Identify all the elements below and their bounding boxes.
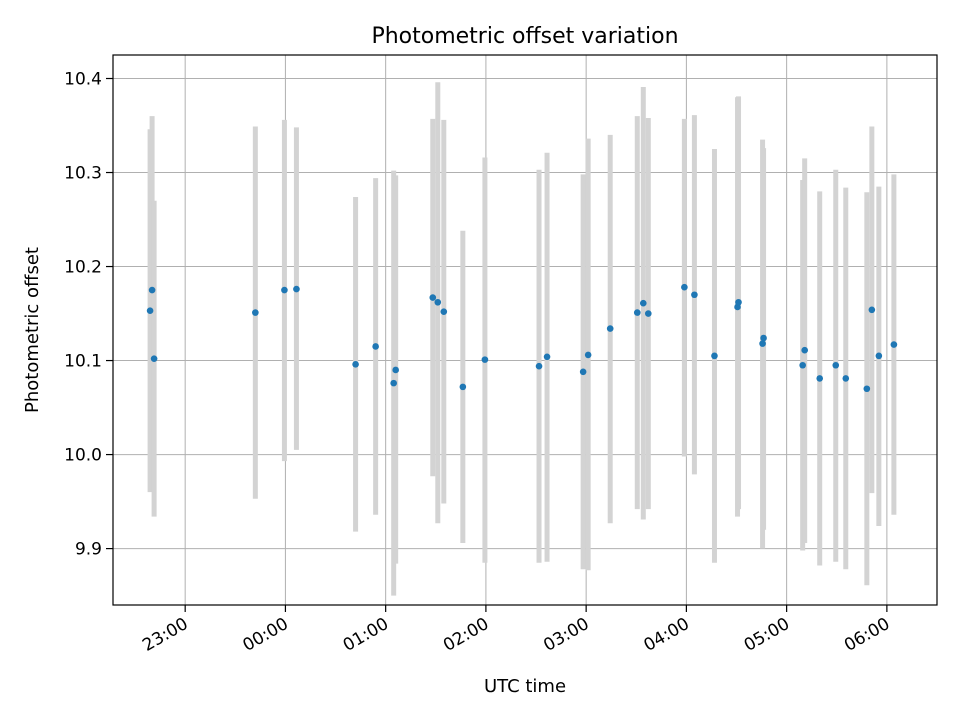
- data-point: [842, 375, 850, 382]
- data-point: [429, 294, 437, 301]
- data-point: [434, 298, 442, 306]
- data-point: [390, 379, 397, 387]
- data-point: [579, 368, 587, 376]
- plot-frame: [112, 54, 938, 606]
- data-point: [606, 325, 614, 332]
- data-point: [543, 353, 551, 361]
- data-point: [760, 334, 767, 342]
- data-point: [481, 356, 489, 363]
- data-point: [832, 361, 840, 369]
- data-point: [735, 298, 742, 306]
- x-axis-label: UTC time: [484, 676, 566, 697]
- data-point: [535, 362, 543, 370]
- y-tick-label: 10.0: [64, 446, 102, 466]
- data-point: [293, 285, 300, 293]
- data-point: [799, 361, 806, 369]
- y-tick-label: 10.1: [64, 352, 102, 372]
- data-point: [863, 385, 871, 393]
- data-point: [759, 340, 766, 347]
- data-point: [148, 286, 156, 294]
- data-point: [816, 375, 824, 382]
- data-point: [644, 310, 652, 317]
- data-point: [639, 299, 647, 307]
- data-point: [633, 309, 641, 316]
- data-point: [459, 383, 467, 391]
- data-point: [801, 346, 808, 354]
- data-point: [868, 306, 876, 314]
- data-point: [890, 341, 898, 348]
- data-point: [146, 307, 154, 315]
- data-point: [281, 286, 288, 294]
- data-point: [691, 291, 698, 299]
- data-point: [875, 352, 883, 360]
- data-point: [440, 308, 448, 315]
- data-point: [681, 283, 688, 291]
- data-point: [372, 343, 379, 350]
- data-point: [352, 361, 359, 368]
- chart-title: Photometric offset variation: [371, 24, 678, 49]
- data-point: [711, 352, 718, 360]
- data-point: [392, 366, 399, 374]
- y-axis-label: Photometric offset: [22, 247, 43, 413]
- data-points: [146, 283, 898, 393]
- data-point: [252, 309, 259, 316]
- y-axis-ticks: 9.9 10.0 10.1 10.2 10.3 10.4: [64, 70, 113, 560]
- y-tick-label: 10.3: [64, 164, 102, 184]
- y-tick-label: 9.9: [75, 540, 102, 560]
- data-point: [150, 355, 158, 362]
- data-point: [584, 351, 592, 359]
- y-tick-label: 10.2: [64, 258, 102, 278]
- y-tick-label: 10.4: [64, 70, 102, 90]
